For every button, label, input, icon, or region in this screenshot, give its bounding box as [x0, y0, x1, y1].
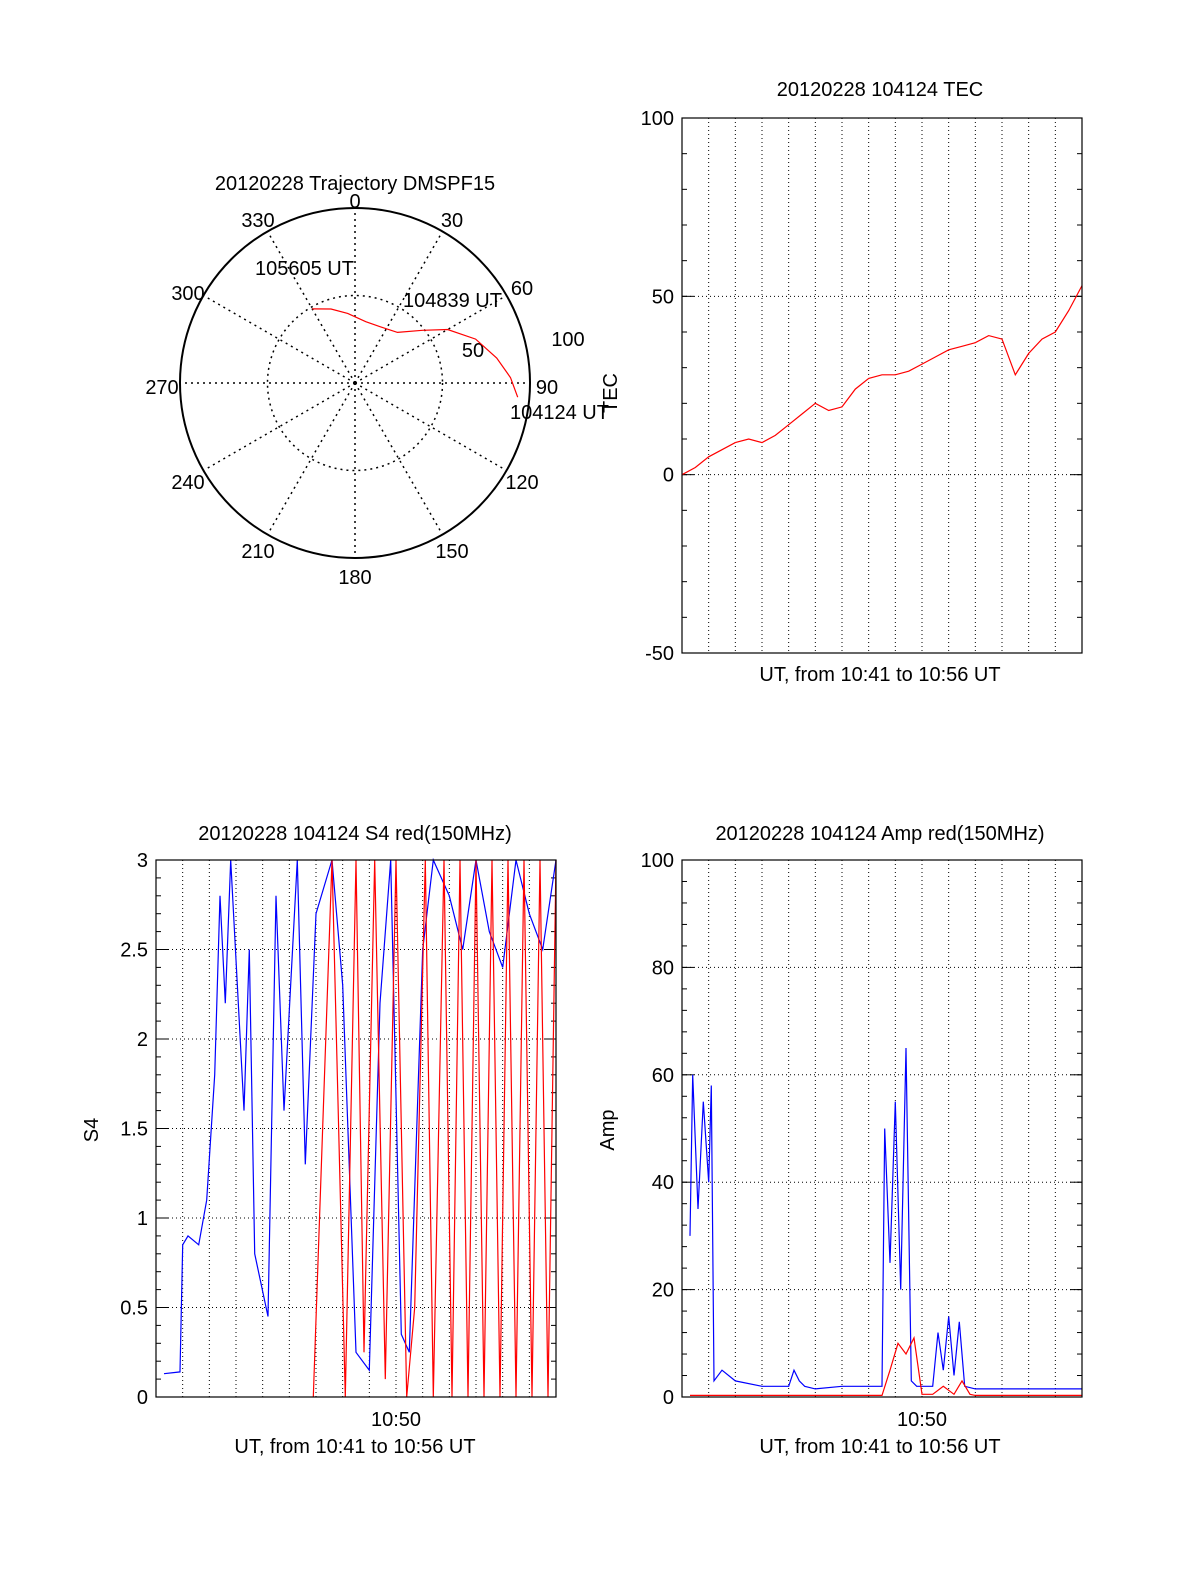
amp-title: 20120228 104124 Amp red(150MHz) [715, 823, 1044, 845]
y-tick-label: 0 [137, 1387, 148, 1409]
polar-angle-label: 60 [511, 278, 533, 300]
plot-frame [155, 859, 557, 1398]
series-line-red [312, 859, 557, 1398]
tec-xlabel: UT, from 10:41 to 10:56 UT [759, 664, 1000, 686]
tec-title: 20120228 104124 TEC [777, 79, 983, 101]
polar-angle-label: 330 [241, 210, 274, 232]
trajectory-polar-panel: 20120228 Trajectory DMSPF15 0 30 60 90 120 15… [145, 173, 622, 589]
polar-spoke [354, 231, 444, 384]
polar-angle-label: 300 [171, 283, 204, 305]
y-tick-label: 3 [137, 850, 148, 872]
plot-frame [681, 117, 1083, 654]
series-line-red [690, 1335, 1082, 1397]
y-tick-label: 20 [652, 1280, 674, 1302]
polar-angle-label: 0 [349, 191, 360, 213]
polar-angle-label: 120 [505, 472, 538, 494]
y-tick-label: 0 [663, 1387, 674, 1409]
plot-frame [681, 859, 1083, 1398]
polar-angle-label: 240 [171, 472, 204, 494]
x-tick-label: 10:50 [897, 1409, 947, 1431]
y-tick-label: 50 [652, 286, 674, 308]
y-tick-label: 0 [663, 465, 674, 487]
polar-radial-label: 100 [551, 329, 584, 351]
y-tick-label: -50 [645, 643, 674, 665]
polar-spoke [266, 231, 356, 384]
y-tick-label: 2 [137, 1029, 148, 1051]
polar-grid-ring [266, 294, 444, 472]
polar-track-label-end: 105605 UT [255, 258, 354, 280]
amp-panel: 20120228 104124 Amp red(150MHz) UT, from… [597, 823, 1083, 1458]
y-tick-label: 1.5 [120, 1119, 148, 1141]
polar-angle-label: 210 [241, 541, 274, 563]
tec-panel: 20120228 104124 TEC UT, from 10:41 to 10… [641, 79, 1083, 686]
polar-spoke [203, 294, 356, 384]
s4-ylabel: S4 [81, 1118, 103, 1142]
polar-angle-label: 90 [536, 377, 558, 399]
polar-track-line [312, 308, 519, 398]
polar-spoke [354, 382, 444, 535]
polar-title: 20120228 Trajectory DMSPF15 [215, 173, 495, 195]
polar-angle-label: 150 [435, 541, 468, 563]
polar-spoke [354, 382, 507, 472]
series-line-blue [163, 857, 557, 1375]
polar-spoke [354, 294, 507, 384]
y-tick-label: 60 [652, 1065, 674, 1087]
series-line-blue [689, 1047, 1082, 1390]
polar-track-label-mid: 104839 UT [403, 290, 502, 312]
polar-angle-label: 180 [338, 567, 371, 589]
polar-radial-label: 50 [462, 340, 484, 362]
x-tick-label: 10:50 [371, 1409, 421, 1431]
amp-ylabel: Amp [597, 1109, 619, 1150]
y-tick-label: 100 [641, 850, 674, 872]
polar-track-label-start: 104124 UT [510, 402, 609, 424]
polar-side-label: TEC [600, 373, 622, 413]
y-tick-label: 80 [652, 957, 674, 979]
y-tick-label: 2.5 [120, 940, 148, 962]
s4-panel: 20120228 104124 S4 red(150MHz) UT, from … [81, 823, 557, 1458]
y-tick-label: 100 [641, 108, 674, 130]
y-tick-label: 40 [652, 1172, 674, 1194]
amp-xlabel: UT, from 10:41 to 10:56 UT [759, 1436, 1000, 1458]
polar-spoke [203, 382, 356, 472]
series-line-red [681, 285, 1083, 476]
polar-angle-label: 270 [145, 377, 178, 399]
y-tick-label: 0.5 [120, 1298, 148, 1320]
polar-angle-label: 30 [441, 210, 463, 232]
s4-title: 20120228 104124 S4 red(150MHz) [198, 823, 512, 845]
s4-xlabel: UT, from 10:41 to 10:56 UT [234, 1436, 475, 1458]
y-tick-label: 1 [137, 1208, 148, 1230]
polar-spoke [266, 382, 356, 535]
